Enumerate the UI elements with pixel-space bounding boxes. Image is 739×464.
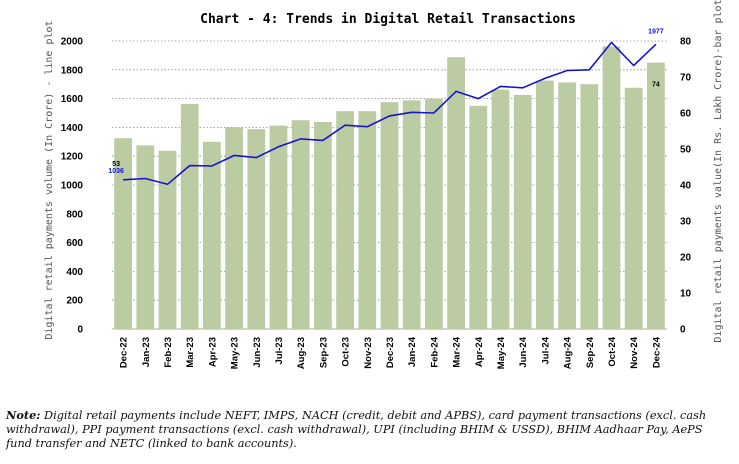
bar <box>269 125 288 329</box>
line-data-label: 1977 <box>648 28 664 35</box>
bar <box>114 138 132 329</box>
right-tick-label: 70 <box>680 73 692 84</box>
x-tick-label: Dec-23 <box>385 337 396 368</box>
left-tick-label: 1600 <box>61 94 84 105</box>
right-tick-label: 20 <box>680 253 692 264</box>
left-tick-label: 800 <box>66 209 83 220</box>
x-tick-label: Nov-23 <box>363 337 374 369</box>
x-tick-label: Oct-23 <box>341 337 352 367</box>
right-axis-label: Digital retail payments value(In Rs. Lak… <box>713 0 724 343</box>
bar <box>447 57 465 329</box>
volume-line <box>123 41 657 186</box>
bar <box>469 105 488 329</box>
right-tick-label: 40 <box>680 181 692 192</box>
right-axis-ticks: 0 10 20 30 40 50 60 70 80 <box>680 37 692 336</box>
bar <box>136 145 155 329</box>
bar <box>491 89 510 329</box>
left-tick-label: 600 <box>66 238 83 249</box>
bar-series <box>114 46 665 330</box>
bar <box>225 127 243 330</box>
bar-data-label: 53 <box>112 161 120 168</box>
x-tick-label: Mar-23 <box>185 337 196 368</box>
x-tick-label: Jun-23 <box>252 337 263 368</box>
bar-data-label: 74 <box>652 82 660 89</box>
right-tick-label: 0 <box>680 325 686 336</box>
bar <box>291 120 310 329</box>
x-tick-label: Oct-24 <box>607 336 618 366</box>
right-tick-label: 30 <box>680 217 692 228</box>
chart-container: Chart - 4: Trends in Digital Retail Tran… <box>44 0 724 369</box>
x-tick-label: May-24 <box>496 336 507 369</box>
x-tick-label: Feb-23 <box>163 337 174 368</box>
bar <box>247 129 266 329</box>
x-tick-label: Apr-23 <box>207 337 218 367</box>
x-tick-label: May-23 <box>230 337 241 369</box>
note-label: Note: <box>6 408 41 422</box>
note-text: Digital retail payments include NEFT, IM… <box>6 409 707 450</box>
bar <box>180 104 199 329</box>
bar <box>513 95 532 329</box>
left-tick-label: 400 <box>66 267 83 278</box>
right-tick-label: 80 <box>680 37 692 48</box>
combo-chart: Chart - 4: Trends in Digital Retail Tran… <box>44 0 724 369</box>
left-tick-label: 2000 <box>61 37 84 48</box>
bar <box>536 80 554 329</box>
left-tick-label: 200 <box>66 296 83 307</box>
x-tick-label: Apr-24 <box>474 336 485 367</box>
left-axis-ticks: 0 200 400 600 800 1000 1200 1400 1600 1800 2000 <box>61 37 84 336</box>
chart-title: Chart - 4: Trends in Digital Retail Tran… <box>200 12 576 27</box>
x-tick-label: Jul-24 <box>540 336 551 364</box>
x-tick-label: Sep-24 <box>585 336 596 368</box>
x-tick-label: Aug-23 <box>296 337 307 369</box>
right-tick-label: 60 <box>680 109 692 120</box>
chart-note: Note: Digital retail payments include NE… <box>6 408 731 451</box>
left-tick-label: 1400 <box>61 123 84 134</box>
left-tick-label: 1800 <box>61 65 84 76</box>
x-tick-label: Jan-24 <box>407 336 418 367</box>
left-tick-label: 1000 <box>61 181 84 192</box>
bar <box>558 82 576 330</box>
x-tick-label: Jun-24 <box>518 336 529 367</box>
right-tick-label: 50 <box>680 145 692 156</box>
x-tick-label: Jul-23 <box>274 337 285 364</box>
left-axis-label: Digital retail payments volume (In Crore… <box>44 20 55 339</box>
bar <box>358 111 377 329</box>
line-data-label: 1036 <box>108 168 124 175</box>
right-tick-label: 10 <box>680 289 692 300</box>
x-tick-label: Mar-24 <box>452 336 463 367</box>
x-tick-label: Aug-24 <box>563 336 574 369</box>
x-tick-label: Feb-24 <box>429 336 440 367</box>
left-tick-label: 0 <box>77 325 83 336</box>
bar <box>380 102 399 329</box>
left-tick-label: 1200 <box>61 152 84 163</box>
x-tick-label: Jan-23 <box>141 337 152 367</box>
bar <box>425 98 443 329</box>
bar <box>602 46 621 330</box>
x-tick-label: Sep-23 <box>318 337 329 368</box>
bar <box>580 84 599 329</box>
x-tick-label: Nov-24 <box>629 336 640 368</box>
bar <box>158 150 177 329</box>
bar <box>336 111 354 329</box>
x-tick-label: Dec-24 <box>651 336 662 368</box>
bar <box>647 62 665 329</box>
bar <box>624 87 643 329</box>
x-tick-label: Dec-22 <box>119 337 130 368</box>
bar <box>314 122 332 329</box>
bar <box>203 141 221 329</box>
bar <box>402 100 421 330</box>
x-axis-ticks: Dec-22 Jan-23 Feb-23 Mar-23 Apr-23 May-23 Jun-… <box>119 336 663 369</box>
line-series <box>123 41 657 186</box>
